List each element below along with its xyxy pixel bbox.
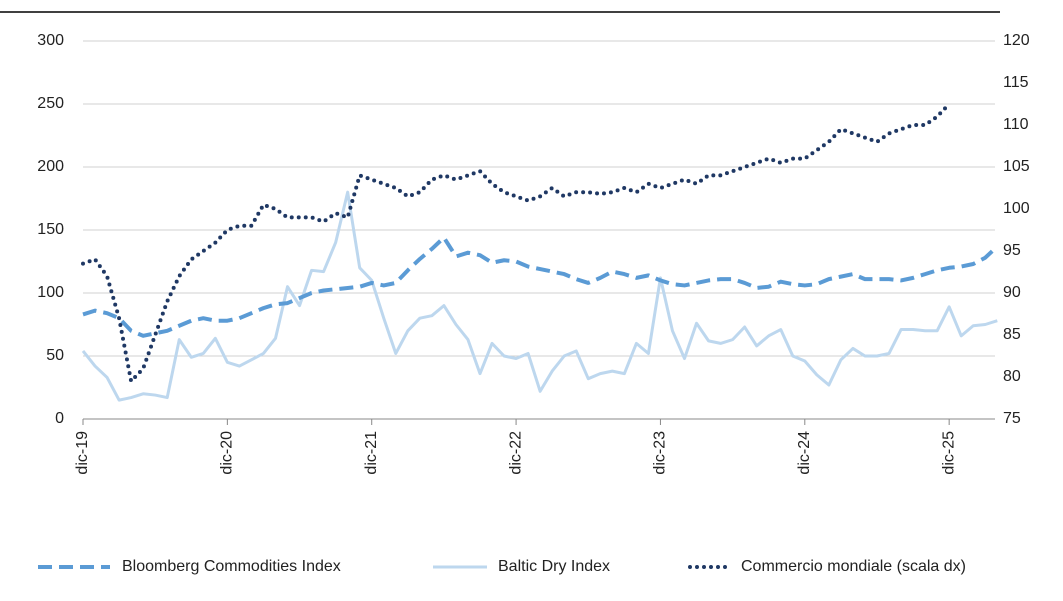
x-tick-label: dic-25 xyxy=(940,431,957,475)
y2-tick-label: 80 xyxy=(1003,368,1021,385)
x-tick-label: dic-22 xyxy=(507,431,524,475)
x-tick-label: dic-19 xyxy=(74,431,91,475)
y2-tick-label: 100 xyxy=(1003,200,1030,217)
series-line xyxy=(82,235,999,338)
legend-label: Commercio mondiale (scala dx) xyxy=(741,558,966,575)
y2-tick-label: 85 xyxy=(1003,326,1021,343)
y2-tick-label: 105 xyxy=(1003,158,1030,175)
x-tick-label: dic-24 xyxy=(796,431,813,475)
y-tick-label: 300 xyxy=(37,32,64,49)
x-tick-label: dic-23 xyxy=(652,431,669,475)
y2-tick-label: 120 xyxy=(1003,32,1030,49)
y-tick-label: 150 xyxy=(37,221,64,238)
y2-tick-label: 75 xyxy=(1003,410,1021,427)
y2-tick-label: 95 xyxy=(1003,242,1021,259)
series-line xyxy=(81,190,998,402)
y-tick-label: 50 xyxy=(46,347,64,364)
y-tick-label: 100 xyxy=(37,284,64,301)
y-tick-label: 250 xyxy=(37,95,64,112)
y-tick-label: 200 xyxy=(37,158,64,175)
y-tick-label: 0 xyxy=(55,410,64,427)
x-tick-label: dic-20 xyxy=(219,431,236,475)
x-tick-label: dic-21 xyxy=(363,431,380,475)
y2-tick-label: 115 xyxy=(1003,74,1029,91)
legend-label: Bloomberg Commodities Index xyxy=(122,558,341,575)
legend-label: Baltic Dry Index xyxy=(498,558,610,575)
y2-tick-label: 110 xyxy=(1003,116,1029,133)
y2-tick-label: 90 xyxy=(1003,284,1021,301)
